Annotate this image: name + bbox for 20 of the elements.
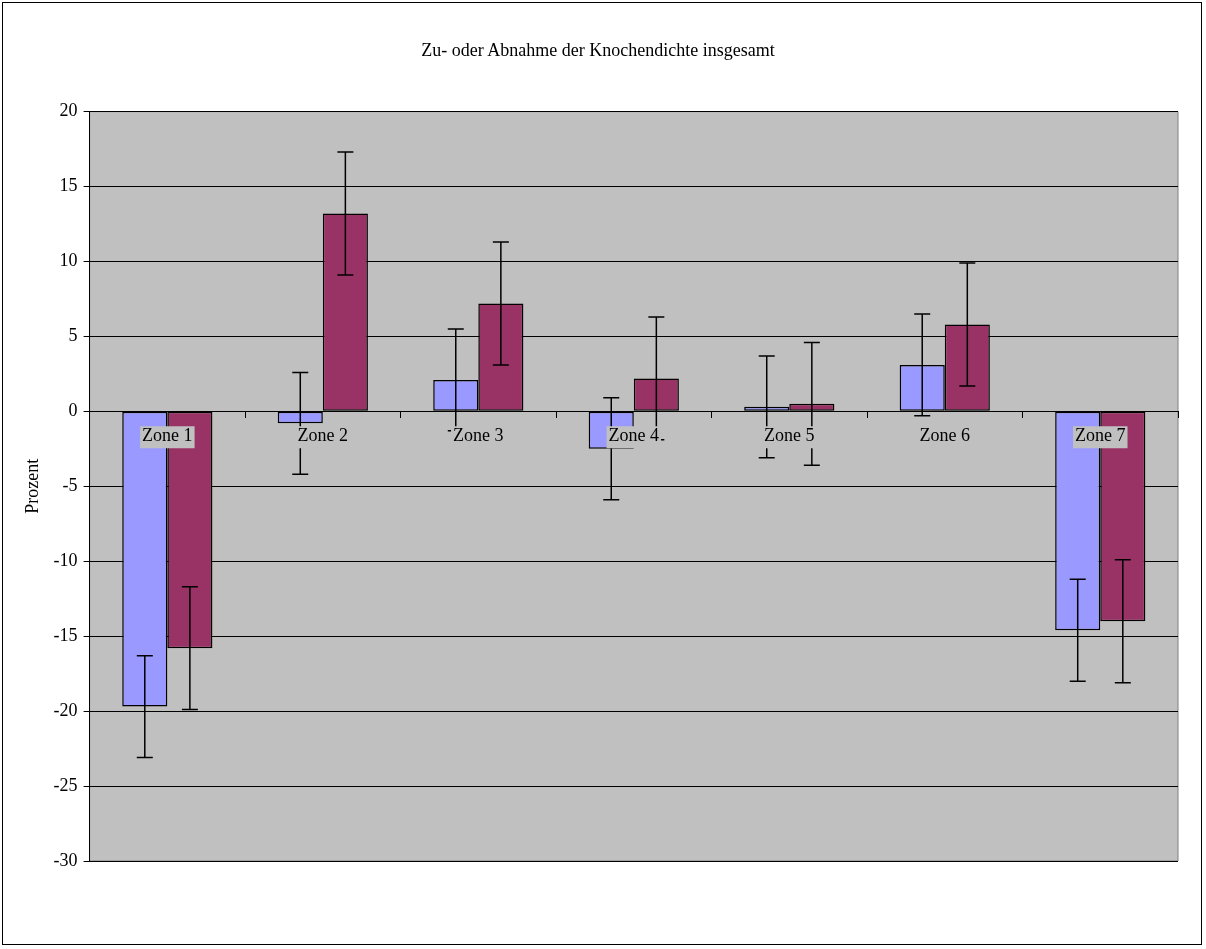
y-tick-label: -5 xyxy=(62,475,78,496)
y-tick-label: 0 xyxy=(68,400,78,421)
x-tick-label: Zone 6 xyxy=(919,425,971,446)
x-tick-label: Zone 2 xyxy=(297,425,349,446)
y-tick-label: -30 xyxy=(53,849,78,870)
y-tick-label: -10 xyxy=(53,549,78,570)
x-tick-label: Zone 3 xyxy=(453,425,504,446)
x-tick-label: Zone 7 xyxy=(1075,425,1126,446)
x-tick-label: Zone 1 xyxy=(142,425,193,446)
y-tick-label: 20 xyxy=(59,100,78,121)
y-tick-label: -20 xyxy=(53,699,78,720)
y-tick-label: -15 xyxy=(53,624,78,645)
y-axis-title: Prozent xyxy=(21,458,42,514)
chart-title: Zu- oder Abnahme der Knochendichte insgesamt xyxy=(421,39,775,60)
x-tick-label: Zone 4 xyxy=(608,425,660,446)
x-tick-label: Zone 5 xyxy=(764,425,815,446)
y-tick-label: -25 xyxy=(53,774,78,795)
y-tick-label: 15 xyxy=(59,175,78,196)
y-tick-label: 5 xyxy=(68,325,78,346)
y-tick-label: 10 xyxy=(59,250,78,271)
